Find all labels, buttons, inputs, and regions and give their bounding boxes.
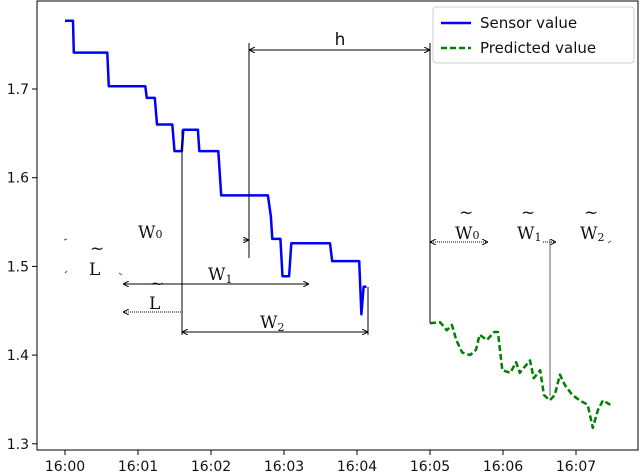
x-tick-label: 16:00 [45,459,85,474]
l-big-label: L [89,260,100,280]
wt2-mark [607,240,612,244]
x-tick-label: 16:02 [191,459,231,474]
y-tick-label: 1.7 [7,82,29,98]
x-tick-label: 16:01 [118,459,158,474]
x-tick-label: 16:05 [410,459,450,474]
y-tick-label: 1.3 [7,437,29,453]
w1-label: W1 [208,265,232,286]
h-label: h [335,30,346,50]
w0-label: W0 [138,223,162,243]
x-tick-label: 16:06 [483,459,523,474]
legend-label-predicted: Predicted value [480,39,596,57]
l-big-marks [63,238,123,276]
x-tick-label: 16:07 [556,459,596,474]
x-tick-label: 16:04 [337,459,377,474]
wt2-label: W2 [580,224,604,244]
legend-label-sensor: Sensor value [480,14,577,32]
series-line-predicted [429,321,611,430]
legend-box [432,6,635,64]
l-small-label: L [149,294,160,314]
wt2-tilde: ~ [584,203,598,223]
y-tick-label: 1.5 [7,259,29,275]
plot-frame [36,0,639,451]
wt0-tilde: ~ [459,203,473,223]
y-tick-label: 1.4 [7,348,29,364]
x-tick-label: 16:03 [264,459,304,474]
wt1-label: W1 [517,224,541,244]
y-tick-label: 1.6 [7,171,29,187]
w2-label: W2 [260,313,284,334]
annotations: h W0 W1 L ~ W2 L ~ W0 ~ W1 ~ W2 ~ [63,30,612,396]
l-big-tilde: ~ [90,239,104,259]
series-line-sensor [65,19,367,316]
wt1-tilde: ~ [521,203,535,223]
wt0-label: W0 [455,224,479,244]
legend: Sensor value Predicted value [432,6,635,64]
l-small-tilde: ~ [150,274,164,294]
